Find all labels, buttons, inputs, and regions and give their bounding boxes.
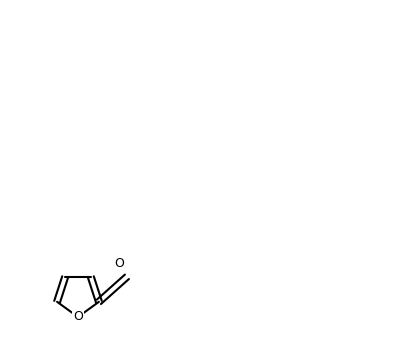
Text: O: O bbox=[73, 311, 83, 323]
Text: O: O bbox=[114, 257, 124, 270]
